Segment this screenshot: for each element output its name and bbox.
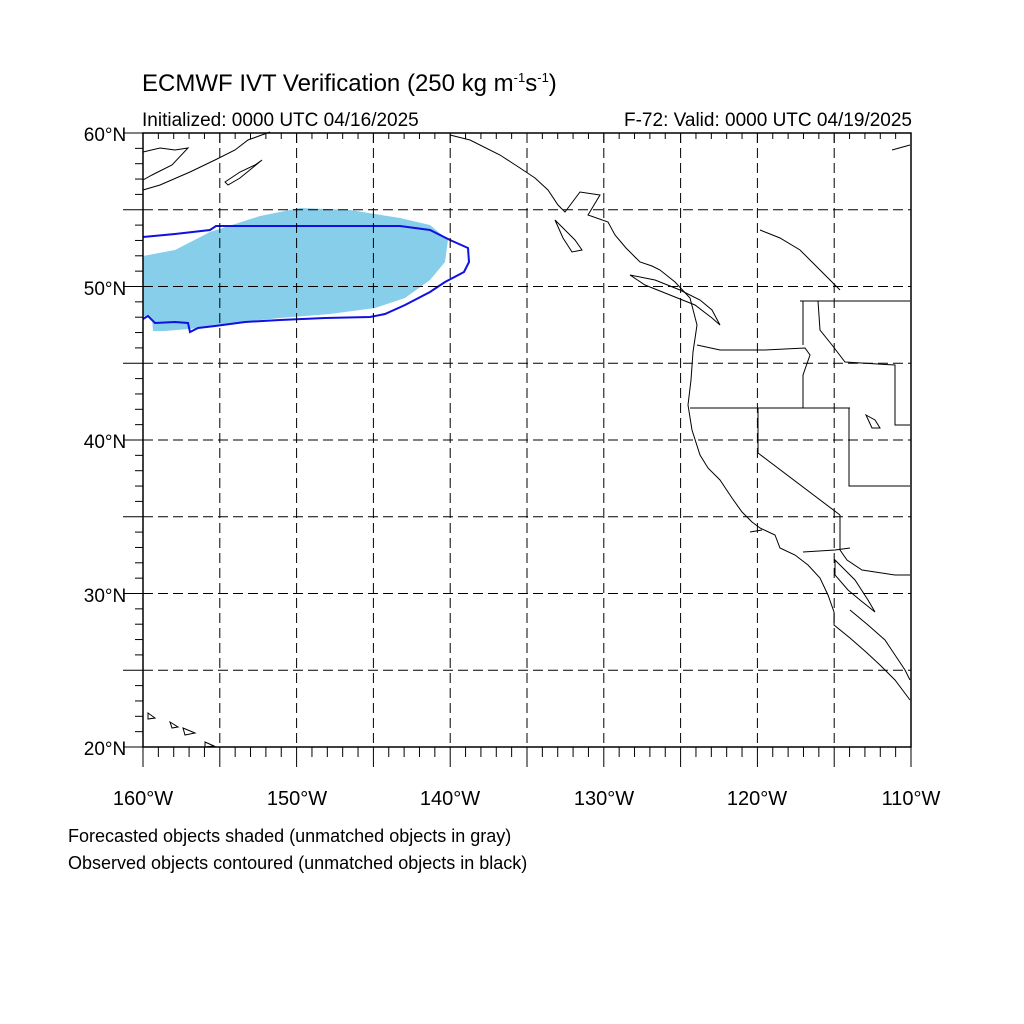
lon-label-150w: 150°W <box>267 788 327 810</box>
grid-lines <box>143 133 911 747</box>
lat-label-30n: 30°N <box>84 586 126 607</box>
latitude-labels: 60°N 50°N 40°N 30°N 20°N <box>84 125 126 760</box>
lat-label-50n: 50°N <box>84 279 126 300</box>
lat-label-60n: 60°N <box>84 125 126 146</box>
lon-label-120w: 120°W <box>727 788 787 810</box>
forecast-object <box>143 208 448 331</box>
observed-legend-note: Observed objects contoured (unmatched ob… <box>68 853 528 873</box>
lon-label-160w: 160°W <box>113 788 173 810</box>
tick-marks <box>123 132 912 767</box>
lat-label-20n: 20°N <box>84 739 126 760</box>
lon-label-140w: 140°W <box>420 788 480 810</box>
lon-label-130w: 130°W <box>574 788 634 810</box>
observed-object-contour <box>142 225 471 334</box>
plot-title: ECMWF IVT Verification (250 kg m-1s-1) <box>142 70 557 97</box>
lat-label-40n: 40°N <box>84 432 126 453</box>
forecast-legend-note: Forecasted objects shaded (unmatched obj… <box>68 826 512 846</box>
lon-label-110w: 110°W <box>882 788 941 810</box>
initialized-time: Initialized: 0000 UTC 04/16/2025 <box>142 110 419 131</box>
longitude-labels: 160°W 150°W 140°W 130°W 120°W 110°W <box>113 788 941 810</box>
coastlines <box>142 131 911 748</box>
valid-time: F-72: Valid: 0000 UTC 04/19/2025 <box>624 110 912 131</box>
